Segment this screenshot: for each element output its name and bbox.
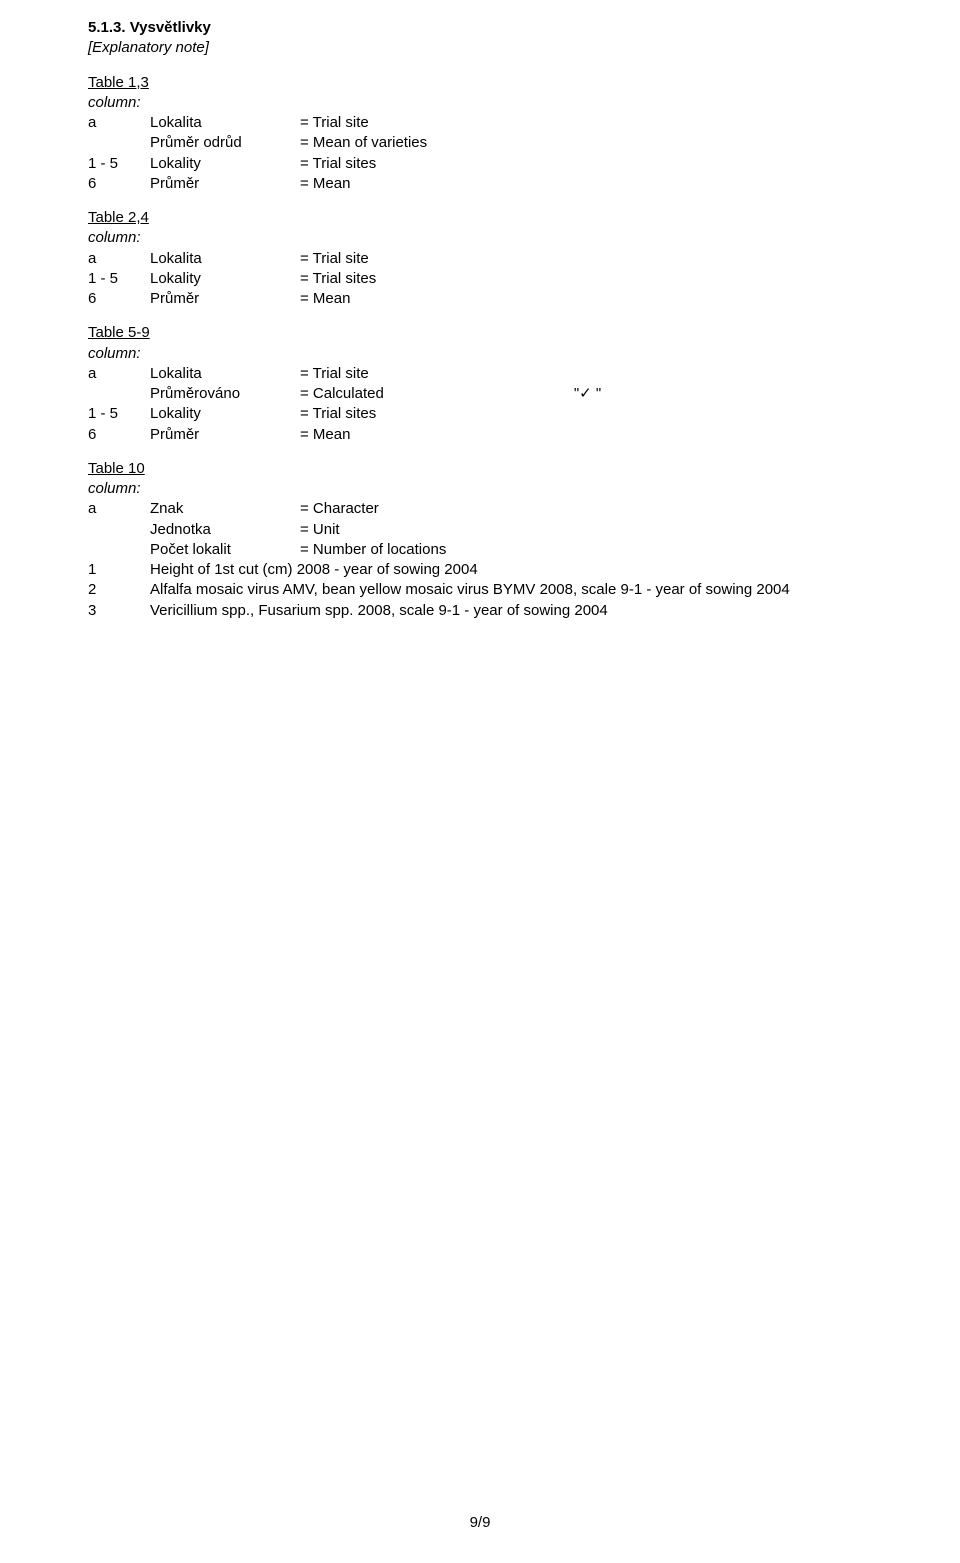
footnote-text: Alfalfa mosaic virus AMV, bean yellow mo…: [150, 580, 790, 600]
table-title: Table 10: [88, 459, 872, 479]
row-key: [88, 540, 150, 560]
definition-row: Počet lokalit= Number of locations: [88, 540, 872, 560]
row-equals: = Character: [300, 499, 379, 519]
row-term: Jednotka: [150, 520, 300, 540]
column-label: column:: [88, 228, 872, 248]
row-key: a: [88, 113, 150, 133]
row-equals: = Mean of varieties: [300, 133, 427, 153]
column-label: column:: [88, 479, 872, 499]
row-key: 1 - 5: [88, 269, 150, 289]
footnote-key: 3: [88, 601, 150, 621]
definition-row: aLokalita= Trial site: [88, 113, 872, 133]
row-equals: = Calculated: [300, 384, 384, 404]
definition-row: 6Průměr= Mean: [88, 425, 872, 445]
column-label: column:: [88, 344, 872, 364]
row-term: Průměr odrůd: [150, 133, 300, 153]
footnote-text: Height of 1st cut (cm) 2008 - year of so…: [150, 560, 478, 580]
definition-row: aZnak= Character: [88, 499, 872, 519]
row-term: Lokalita: [150, 113, 300, 133]
row-key: a: [88, 364, 150, 384]
definition-row: 6Průměr= Mean: [88, 174, 872, 194]
row-equals: = Trial sites: [300, 269, 376, 289]
row-extra: "✓ ": [384, 384, 601, 404]
row-term: Průměr: [150, 174, 300, 194]
footnote-key: 2: [88, 580, 150, 600]
row-term: Průměrováno: [150, 384, 300, 404]
row-key: [88, 520, 150, 540]
row-key: 1 - 5: [88, 404, 150, 424]
row-key: a: [88, 499, 150, 519]
table-block: Table 10column:aZnak= CharacterJednotka=…: [88, 459, 872, 621]
definition-row: Průměrováno= Calculated"✓ ": [88, 384, 872, 404]
definition-row: Jednotka= Unit: [88, 520, 872, 540]
row-equals: = Mean: [300, 425, 350, 445]
definition-row: 6Průměr= Mean: [88, 289, 872, 309]
row-term: Počet lokalit: [150, 540, 300, 560]
row-key: 6: [88, 425, 150, 445]
row-equals: = Trial sites: [300, 154, 376, 174]
document-header: 5.1.3. Vysvětlivky [Explanatory note]: [88, 18, 872, 59]
row-equals: = Mean: [300, 174, 350, 194]
definition-row: 1 - 5Lokality= Trial sites: [88, 404, 872, 424]
row-equals: = Number of locations: [300, 540, 446, 560]
row-equals: = Trial site: [300, 364, 369, 384]
footnote-row: 1Height of 1st cut (cm) 2008 - year of s…: [88, 560, 872, 580]
row-term: Lokality: [150, 269, 300, 289]
row-equals: = Trial site: [300, 249, 369, 269]
row-equals: = Mean: [300, 289, 350, 309]
row-term: Lokalita: [150, 364, 300, 384]
footnote-key: 1: [88, 560, 150, 580]
table-title: Table 5-9: [88, 323, 872, 343]
table-block: Table 5-9column:aLokalita= Trial sitePrů…: [88, 323, 872, 445]
row-key: [88, 133, 150, 153]
row-term: Lokality: [150, 404, 300, 424]
table-block: Table 1,3column:aLokalita= Trial sitePrů…: [88, 73, 872, 195]
definition-row: aLokalita= Trial site: [88, 364, 872, 384]
definition-row: Průměr odrůd= Mean of varieties: [88, 133, 872, 153]
footnote-row: 3Vericillium spp., Fusarium spp. 2008, s…: [88, 601, 872, 621]
definition-row: 1 - 5Lokality= Trial sites: [88, 154, 872, 174]
table-title: Table 1,3: [88, 73, 872, 93]
section-number: 5.1.3. Vysvětlivky: [88, 18, 872, 38]
footnote-row: 2Alfalfa mosaic virus AMV, bean yellow m…: [88, 580, 872, 600]
tables-container: Table 1,3column:aLokalita= Trial sitePrů…: [88, 73, 872, 621]
row-key: a: [88, 249, 150, 269]
page-footer: 9/9: [0, 1513, 960, 1533]
row-key: [88, 384, 150, 404]
row-key: 1 - 5: [88, 154, 150, 174]
row-term: Lokalita: [150, 249, 300, 269]
row-key: 6: [88, 174, 150, 194]
row-term: Lokality: [150, 154, 300, 174]
definition-row: 1 - 5Lokality= Trial sites: [88, 269, 872, 289]
row-equals: = Trial site: [300, 113, 369, 133]
table-title: Table 2,4: [88, 208, 872, 228]
row-key: 6: [88, 289, 150, 309]
section-subtitle: [Explanatory note]: [88, 38, 872, 58]
column-label: column:: [88, 93, 872, 113]
row-equals: = Trial sites: [300, 404, 376, 424]
row-equals: = Unit: [300, 520, 340, 540]
footnote-text: Vericillium spp., Fusarium spp. 2008, sc…: [150, 601, 608, 621]
row-term: Průměr: [150, 425, 300, 445]
definition-row: aLokalita= Trial site: [88, 249, 872, 269]
table-block: Table 2,4column:aLokalita= Trial site1 -…: [88, 208, 872, 309]
row-term: Průměr: [150, 289, 300, 309]
row-term: Znak: [150, 499, 300, 519]
